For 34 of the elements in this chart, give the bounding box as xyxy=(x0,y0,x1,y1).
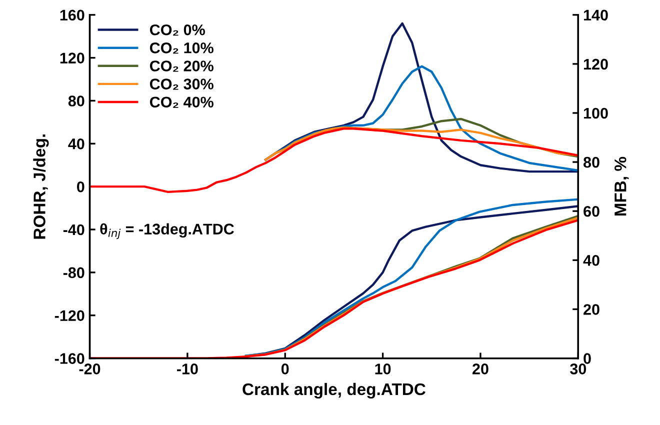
y-tick-label: -80 xyxy=(63,267,84,278)
y-tick-label: 0 xyxy=(77,181,84,192)
y-tick-label: 80 xyxy=(68,96,84,106)
legend-label: CO₂ 30% xyxy=(150,78,214,90)
y-tick-label: 40 xyxy=(68,138,84,150)
x-tick-label: 30 xyxy=(570,364,586,374)
x-tick-label: -10 xyxy=(176,364,198,374)
x-tick-label: 20 xyxy=(472,364,488,374)
x-tick-label: 10 xyxy=(375,364,391,374)
y-tick-label: -160 xyxy=(54,353,84,364)
x-tick-label: -20 xyxy=(79,364,100,374)
line-series xyxy=(90,128,578,194)
legend-label: CO₂ 20% xyxy=(150,60,214,72)
x-tick-label: 0 xyxy=(281,364,289,374)
line-series xyxy=(264,126,578,161)
y2-tick-label: 120 xyxy=(584,58,608,70)
y-tick-label: -120 xyxy=(54,310,84,322)
annotation: θ$_{inj}$ = -13deg.ATDC xyxy=(100,223,234,240)
y-axis-title: ROHR, J/deg. xyxy=(33,134,49,239)
y2-tick-label: 40 xyxy=(583,255,600,266)
y2-tick-label: 60 xyxy=(584,206,600,217)
y2-tick-label: 100 xyxy=(584,108,608,119)
y2-tick-label: 140 xyxy=(584,10,608,21)
y2-axis-title: MFB, % xyxy=(614,156,629,216)
y-tick-label: 160 xyxy=(60,10,84,21)
y2-tick-label: 80 xyxy=(584,156,600,168)
x-axis-title: Crank angle, deg.ATDC xyxy=(242,382,426,399)
y-tick-label: -40 xyxy=(63,224,84,236)
legend-label: CO₂ 0% xyxy=(150,24,205,36)
legend-label: CO₂ 10% xyxy=(150,42,214,54)
y-tick-label: 120 xyxy=(60,52,84,64)
legend-label: CO₂ 40% xyxy=(150,96,214,108)
y2-tick-label: 20 xyxy=(584,304,600,315)
y2-tick-label: 0 xyxy=(584,353,591,364)
